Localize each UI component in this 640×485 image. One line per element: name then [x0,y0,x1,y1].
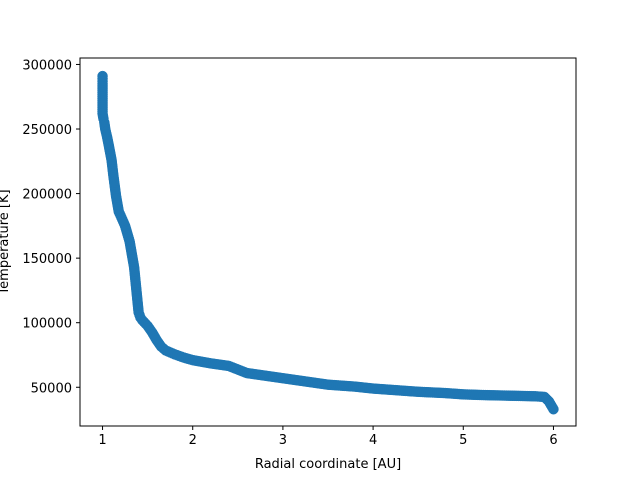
y-axis: 50000 100000 150000 200000 250000 300000 [22,58,80,396]
x-axis-label: Radial coordinate [AU] [255,457,401,472]
x-tick-label: 3 [279,433,287,448]
y-tick-label: 50000 [31,381,72,396]
data-point [548,403,559,415]
x-tick-label: 5 [459,433,467,448]
y-tick-label: 100000 [22,317,72,332]
x-tick-label: 6 [549,433,557,448]
y-tick-label: 150000 [22,252,72,267]
x-tick-label: 4 [369,433,377,448]
plot-frame [79,57,577,427]
y-tick-label: 200000 [22,188,72,203]
data-points [97,70,559,415]
y-tick-label: 250000 [22,123,72,138]
x-axis: 1 2 3 4 5 6 [98,426,558,448]
x-tick-label: 2 [189,433,197,448]
y-tick-label: 300000 [22,58,72,73]
y-axis-label: Temperature [K] [0,189,12,295]
x-tick-label: 1 [98,433,106,448]
